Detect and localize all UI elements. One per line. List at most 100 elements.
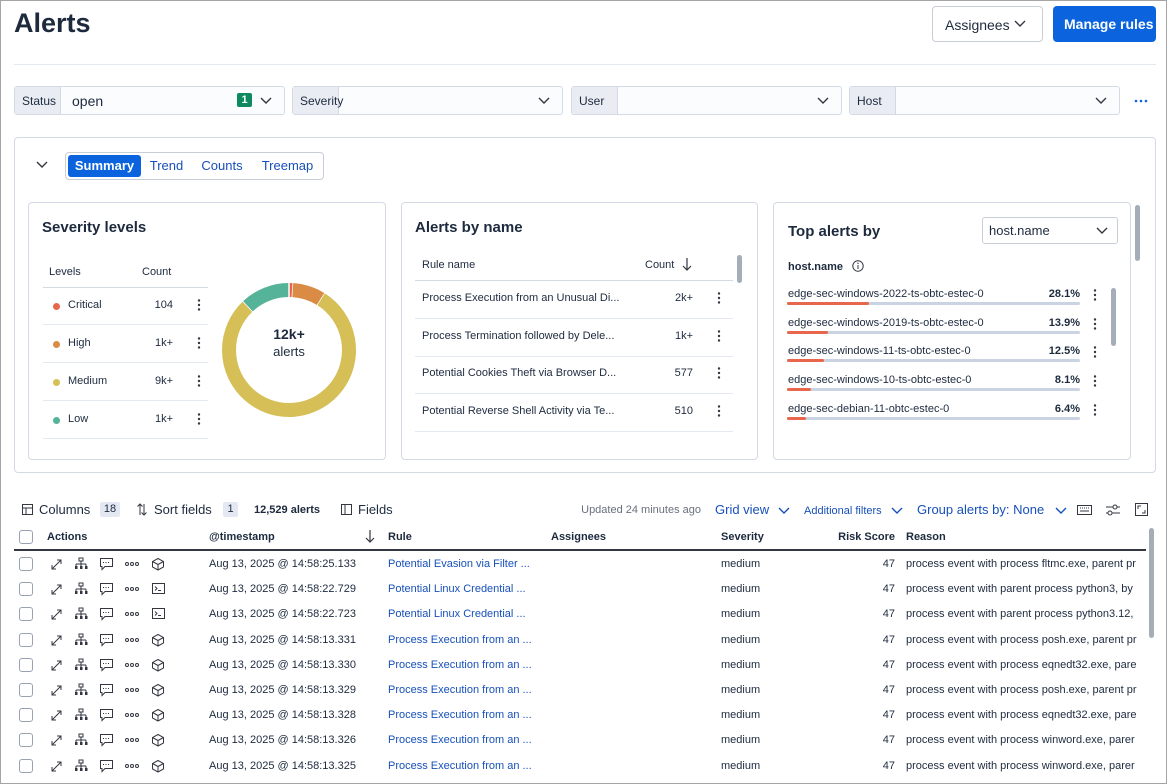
cell-rule[interactable]: Process Execution from an ... <box>388 684 532 696</box>
checkbox[interactable] <box>19 708 33 723</box>
bar <box>787 302 870 305</box>
event-type-icon <box>152 557 164 571</box>
filter-control[interactable]: Host <box>849 86 1120 115</box>
cell-rule[interactable]: Process Execution from an ... <box>388 633 532 646</box>
rule-name: Process Execution from an Unusual Di... <box>422 292 620 304</box>
expand-icon <box>51 685 62 696</box>
cell-reason: process event with parent process python… <box>906 608 1134 621</box>
more-icon <box>717 329 721 342</box>
cell-severity: medium <box>721 684 761 696</box>
column-header: host.name <box>788 261 844 273</box>
analyze-icon <box>75 733 88 746</box>
event-type-icon <box>152 683 164 697</box>
cell-rule[interactable]: Process Execution from an ... <box>388 709 532 722</box>
row-rule <box>415 355 733 357</box>
more-icon <box>197 375 201 387</box>
grid-view-button[interactable]: Grid view <box>715 502 770 517</box>
checkbox[interactable] <box>19 657 33 672</box>
more-actions-icon <box>125 587 139 592</box>
filter-label-bg <box>293 87 339 114</box>
cell-rule[interactable]: Process Execution from an ... <box>388 759 532 772</box>
card-title: Top alerts by <box>788 223 881 240</box>
rule-count: 510 <box>674 405 693 418</box>
expand-icon <box>51 609 62 620</box>
sort-fields-icon <box>137 503 147 516</box>
rule-count: 577 <box>674 367 693 380</box>
analyze-icon <box>75 607 88 620</box>
cell-rule[interactable]: Potential Linux Credential ... <box>388 608 526 621</box>
checkbox[interactable] <box>19 557 33 571</box>
checkbox[interactable] <box>19 632 33 647</box>
summary-tab[interactable]: Summary <box>68 155 141 177</box>
severity-level: Medium <box>68 375 108 387</box>
row-rule <box>43 400 208 401</box>
notes-icon <box>100 734 113 748</box>
expand-icon <box>51 761 62 772</box>
filter-label: Status <box>22 94 57 108</box>
event-type-icon <box>152 633 164 647</box>
column-header: Assignees <box>551 531 607 543</box>
filter-control[interactable]: Status open 1 <box>14 86 285 115</box>
more-actions-icon <box>125 662 139 667</box>
row-rule <box>43 362 208 363</box>
group-by-button[interactable]: Group alerts by: None <box>917 502 1045 517</box>
filter-control[interactable]: Severity <box>292 86 563 115</box>
cell-rule[interactable]: Process Execution from an ... <box>388 658 532 671</box>
bar-track <box>787 388 1080 392</box>
cell-rule[interactable]: Potential Evasion via Filter ... <box>388 558 530 570</box>
expand-icon <box>51 735 62 746</box>
checkbox[interactable] <box>19 607 33 622</box>
severity-level: High <box>68 337 91 349</box>
cell-risk-score: 47 <box>882 658 895 671</box>
scrollbar <box>1149 528 1154 638</box>
column-header: Count <box>645 259 675 271</box>
host-name: edge-sec-windows-10-ts-obtc-estec-0 <box>788 374 972 387</box>
fields-button[interactable]: Fields <box>358 502 393 517</box>
analyze-icon <box>75 658 88 670</box>
more-icon <box>1093 289 1097 301</box>
row-rule <box>415 431 733 433</box>
chevron-icon <box>1095 97 1107 104</box>
column-header: Rule <box>388 531 412 543</box>
cell-severity: medium <box>721 658 761 671</box>
cell-timestamp: Aug 13, 2025 @ 14:58:22.723 <box>209 608 356 621</box>
summary-tab[interactable]: Trend <box>141 155 192 177</box>
checkbox[interactable] <box>19 683 33 697</box>
manage-rules-button[interactable]: Manage rules <box>1053 6 1156 42</box>
assignees-button[interactable]: Assignees <box>932 6 1043 42</box>
chevron-icon <box>1014 20 1026 27</box>
checkbox[interactable] <box>19 758 33 773</box>
checkbox[interactable] <box>19 582 33 597</box>
donut-segment <box>292 283 325 306</box>
severity-dot <box>53 303 60 310</box>
filter-control[interactable]: User <box>571 86 842 115</box>
summary-tab[interactable]: Treemap <box>252 155 323 177</box>
cell-rule[interactable]: Process Execution from an ... <box>388 734 532 747</box>
column-header: Count <box>142 266 172 278</box>
cell-rule[interactable]: Potential Linux Credential ... <box>388 583 526 596</box>
summary-tab[interactable]: Counts <box>192 155 252 177</box>
rule-name: Process Termination followed by Dele... <box>422 329 615 342</box>
more-actions-icon <box>125 763 139 768</box>
additional-filters-button[interactable]: Additional filters <box>804 505 882 517</box>
cell-timestamp: Aug 13, 2025 @ 14:58:13.329 <box>209 684 356 696</box>
host-percent: 8.1% <box>1054 374 1080 387</box>
more-icon <box>1093 404 1097 416</box>
donut-segment <box>222 293 356 417</box>
columns-button[interactable]: Columns <box>39 502 91 517</box>
more-actions-icon <box>125 612 139 617</box>
expand-icon <box>51 660 62 671</box>
sort-fields-button[interactable]: Sort fields <box>154 502 212 517</box>
row-rule <box>415 318 733 319</box>
severity-level: Low <box>68 413 89 425</box>
group-select[interactable]: host.name <box>982 217 1118 244</box>
more-actions-icon <box>125 688 139 692</box>
filter-label: Host <box>857 94 882 108</box>
checkbox[interactable] <box>19 733 33 748</box>
count-badge: 18 <box>100 502 120 517</box>
checkbox[interactable] <box>19 530 33 544</box>
donut-chart <box>222 282 356 417</box>
keyboard-icon <box>1077 505 1092 515</box>
cell-risk-score: 47 <box>882 759 895 772</box>
severity-dot <box>53 417 60 424</box>
